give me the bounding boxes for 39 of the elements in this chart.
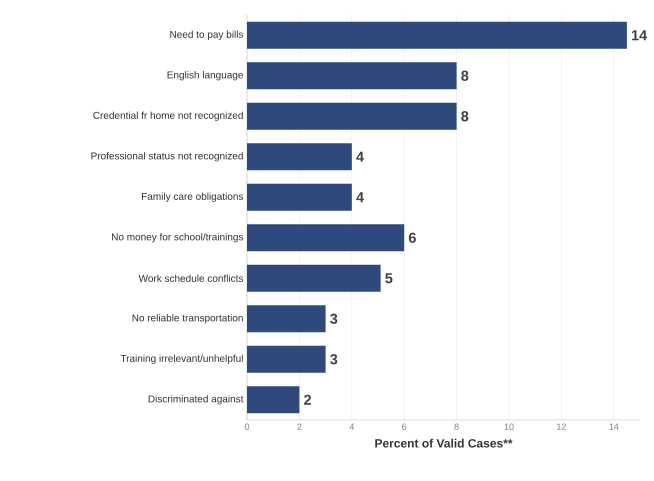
y-tick-label: Need to pay bills [170, 30, 244, 40]
data-label: 14 [632, 30, 648, 40]
y-tick-label: Training irrelevant/unhelpful [120, 354, 243, 364]
x-tick-label: 8 [454, 424, 459, 430]
y-tick-label: Work schedule conflicts [138, 274, 244, 282]
y-tick-label: No reliable transportation [132, 314, 243, 324]
bar [246, 184, 352, 211]
bar [246, 143, 352, 170]
bar [246, 305, 326, 332]
data-label: 2 [304, 394, 312, 405]
bar [246, 62, 457, 90]
bar [246, 224, 404, 252]
x-axis-title: Percent of Valid Cases** [375, 438, 512, 448]
x-tick-label: 6 [402, 424, 406, 430]
data-label: 4 [356, 152, 364, 162]
x-tick-label: 10 [504, 424, 514, 430]
bar [246, 386, 300, 414]
data-label: 3 [330, 354, 338, 364]
data-label: 3 [330, 314, 338, 324]
bar [246, 102, 457, 130]
x-tick-label: 4 [350, 424, 354, 430]
data-label: 6 [408, 232, 416, 243]
x-tick-label: 14 [609, 424, 619, 430]
y-tick-label: No money for school/trainings [112, 233, 244, 242]
x-tick-label: 12 [557, 424, 566, 430]
x-tick-label: 2 [297, 424, 302, 430]
bar [246, 346, 326, 373]
data-label: 8 [461, 111, 468, 122]
y-tick-label: English language [168, 71, 243, 80]
data-label: 5 [385, 273, 392, 284]
y-tick-label: Credential fr home not recognized [93, 112, 243, 121]
data-label: 8 [461, 70, 468, 81]
bar [246, 264, 381, 292]
x-tick-label: 0 [244, 424, 250, 430]
y-tick-label: Professional status not recognized [91, 152, 243, 162]
data-label: 4 [356, 192, 364, 202]
bar [246, 22, 627, 49]
y-tick-label: Family care obligations [142, 192, 244, 202]
y-tick-label: Discriminated against [148, 395, 244, 404]
